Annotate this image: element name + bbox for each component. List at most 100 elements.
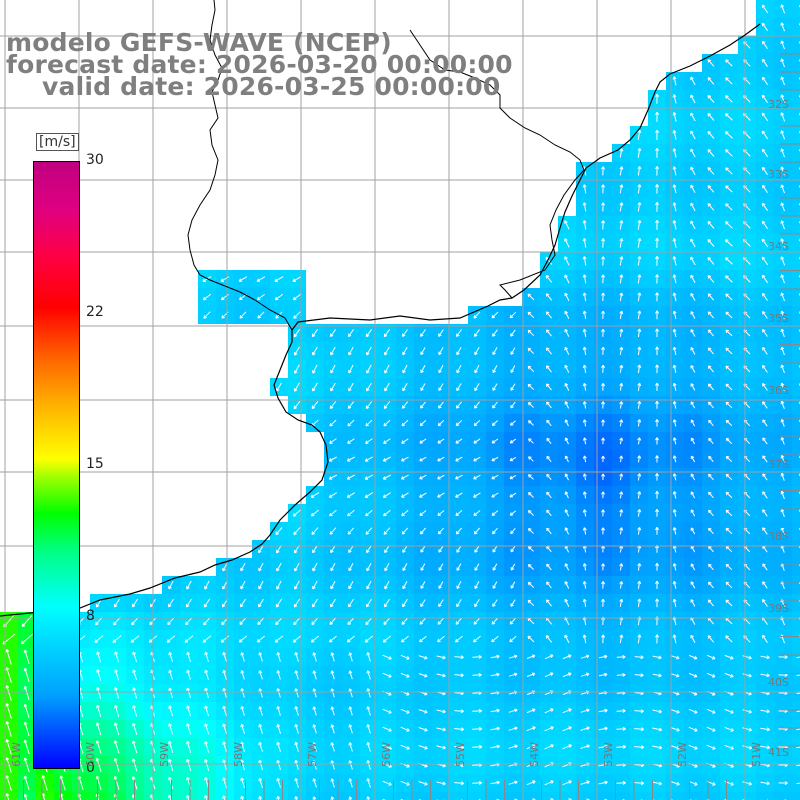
- wind-arrow-head: [761, 256, 766, 261]
- wind-arrow-head: [762, 563, 766, 567]
- speed-cell: [0, 792, 18, 800]
- wind-arrow: [313, 796, 316, 800]
- wind-arrow-head: [5, 667, 10, 671]
- wind-arrow-head: [730, 763, 734, 768]
- wind-arrow: [437, 617, 445, 625]
- speed-cell: [378, 792, 396, 800]
- wind-arrow: [725, 456, 733, 462]
- wind-arrow-head: [707, 203, 712, 207]
- wind-arrow-head: [366, 370, 370, 374]
- wind-arrow: [637, 202, 641, 212]
- wind-arrow-head: [582, 202, 587, 206]
- wind-arrow-head: [348, 603, 352, 608]
- wind-arrow: [222, 777, 228, 789]
- wind-arrow: [222, 795, 226, 800]
- wind-arrow-head: [113, 603, 118, 608]
- wind-arrow: [367, 742, 371, 752]
- wind-arrow: [761, 77, 769, 85]
- wind-arrow: [490, 727, 500, 731]
- wind-arrow-head: [204, 651, 209, 656]
- wind-arrow-head: [185, 621, 189, 626]
- lat-label: 35S: [768, 312, 789, 325]
- wind-arrow: [781, 545, 785, 553]
- wind-arrow: [382, 708, 392, 714]
- wind-arrow: [508, 781, 518, 785]
- wind-arrow: [673, 634, 677, 644]
- wind-arrow-head: [637, 129, 642, 134]
- wind-arrow-head: [294, 778, 299, 782]
- wind-arrow: [331, 778, 335, 788]
- wind-arrow-head: [762, 581, 766, 585]
- wind-arrow: [725, 95, 733, 103]
- wind-arrow-head: [655, 346, 660, 350]
- wind-arrow: [725, 185, 733, 193]
- wind-arrow-head: [312, 760, 317, 764]
- wind-arrow: [564, 311, 570, 319]
- wind-arrow-head: [766, 745, 771, 750]
- wind-arrow: [474, 563, 480, 571]
- wind-arrow: [491, 474, 499, 480]
- speed-cell: [792, 18, 800, 36]
- wind-arrow-head: [438, 333, 442, 337]
- wind-arrow: [114, 740, 120, 754]
- wind-arrow-head: [528, 492, 532, 496]
- wind-arrow: [436, 781, 446, 785]
- wind-arrow-head: [258, 795, 263, 800]
- wind-arrow: [222, 580, 228, 590]
- wind-arrow: [527, 365, 535, 373]
- wind-arrow-head: [601, 274, 606, 278]
- wind-arrow-head: [473, 314, 478, 319]
- wind-arrow: [331, 796, 334, 800]
- wind-arrow: [637, 328, 641, 338]
- wind-arrow-head: [312, 585, 316, 590]
- wind-arrow: [313, 760, 317, 770]
- wind-arrow: [634, 656, 644, 658]
- wind-arrow-head: [761, 274, 766, 279]
- wind-arrow-head: [637, 219, 642, 224]
- wind-arrow-head: [402, 603, 406, 608]
- wind-arrow: [437, 474, 445, 480]
- wind-arrow: [544, 708, 554, 714]
- wind-arrow: [383, 617, 391, 625]
- wind-arrow-head: [725, 509, 730, 514]
- wind-arrow: [546, 473, 552, 481]
- wind-arrow: [527, 383, 535, 391]
- wind-arrow: [545, 617, 553, 625]
- wind-arrow: [367, 778, 371, 788]
- speed-cell: [792, 468, 800, 486]
- speed-cell: [792, 72, 800, 90]
- speed-cell: [774, 792, 792, 800]
- wind-arrow: [346, 474, 356, 480]
- wind-arrow-head: [690, 274, 694, 279]
- wind-arrow-head: [186, 776, 190, 781]
- wind-arrow: [347, 438, 355, 444]
- wind-arrow: [455, 635, 463, 643]
- lat-label: 41S: [768, 746, 789, 759]
- wind-arrow: [348, 580, 354, 590]
- wind-arrow-head: [420, 405, 424, 409]
- wind-arrow-head: [694, 782, 698, 786]
- wind-arrow: [330, 563, 336, 571]
- speed-cell: [180, 792, 198, 800]
- wind-arrow-head: [568, 726, 572, 730]
- wind-arrow-head: [348, 706, 353, 710]
- wind-arrow-head: [113, 621, 117, 626]
- wind-arrow-head: [400, 476, 405, 480]
- wind-arrow: [634, 692, 644, 694]
- wind-arrow-head: [564, 419, 569, 423]
- wind-arrow-head: [619, 220, 624, 224]
- wind-arrow-head: [330, 688, 335, 692]
- wind-arrow: [564, 383, 570, 391]
- wind-arrow-head: [460, 655, 464, 660]
- wind-arrow-head: [707, 185, 712, 189]
- wind-arrow-head: [690, 76, 694, 81]
- speed-cell: [792, 414, 800, 432]
- wind-arrow: [637, 419, 641, 427]
- wind-arrow-head: [384, 370, 388, 374]
- wind-arrow-head: [690, 311, 694, 315]
- wind-arrow: [742, 781, 752, 785]
- wind-arrow: [673, 292, 677, 302]
- wind-arrow-head: [694, 764, 698, 768]
- wind-arrow: [509, 311, 517, 319]
- wind-arrow: [169, 669, 173, 681]
